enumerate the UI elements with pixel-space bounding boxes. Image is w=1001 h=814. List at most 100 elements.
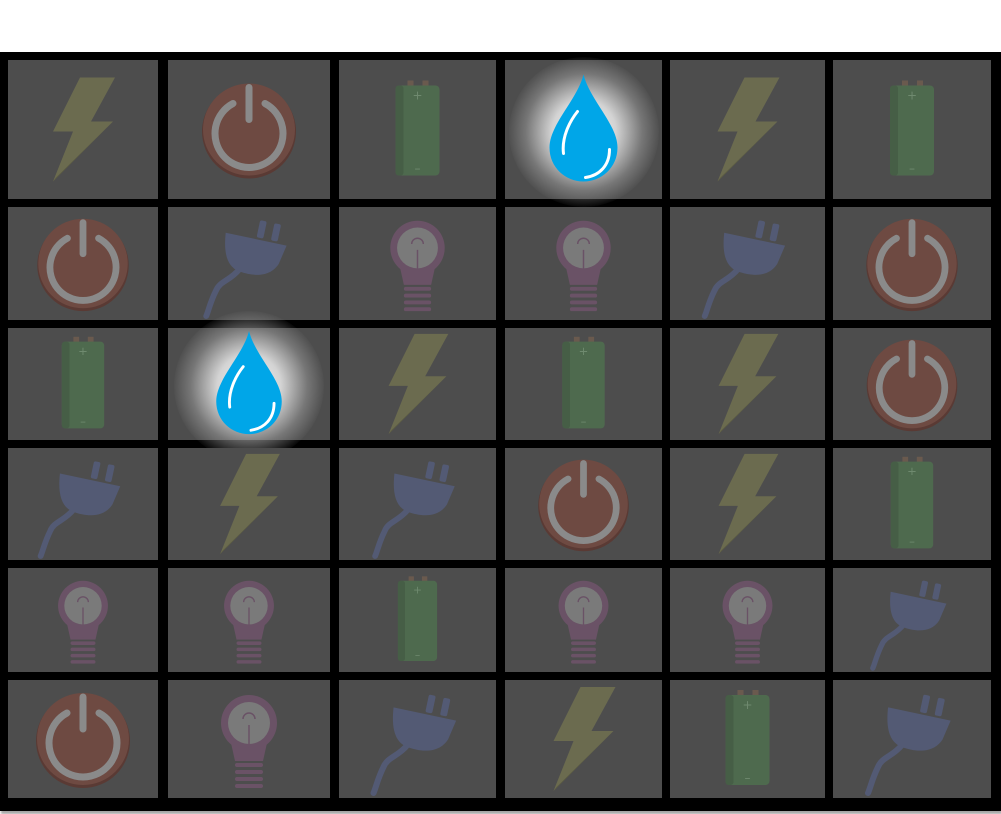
lightning-bolt-icon — [718, 333, 779, 435]
board-tile[interactable] — [670, 448, 825, 560]
lightning-bolt-icon — [388, 333, 449, 435]
board-tile[interactable] — [505, 207, 662, 320]
light-bulb-icon — [558, 580, 609, 664]
board-tile[interactable]: + – — [833, 448, 991, 560]
board-tile[interactable] — [339, 207, 496, 320]
battery-icon: +– — [725, 690, 770, 785]
board-tile[interactable] — [505, 448, 662, 560]
battery-icon: +– — [890, 456, 934, 548]
power-button-icon — [866, 339, 958, 432]
board-tile[interactable] — [8, 680, 158, 798]
plug-icon — [203, 220, 287, 319]
lightning-bolt-icon — [553, 687, 616, 791]
light-bulb-icon — [224, 580, 274, 664]
lightning-bolt-icon — [717, 77, 780, 182]
power-button-icon — [37, 218, 129, 312]
light-bulb-icon — [221, 695, 277, 788]
board-tile[interactable] — [8, 207, 158, 320]
svg-text:–: – — [415, 648, 420, 661]
power-button-icon — [202, 83, 296, 179]
plug-icon — [370, 694, 457, 796]
svg-text:–: – — [909, 162, 915, 176]
board-tile[interactable] — [505, 56, 662, 207]
plug-icon — [865, 694, 951, 796]
board-tile[interactable] — [505, 680, 662, 798]
lightning-bolt-icon — [717, 77, 780, 182]
board-tile[interactable] — [168, 680, 330, 798]
power-button-icon — [202, 83, 296, 179]
board-tile[interactable]: + – — [505, 328, 662, 440]
battery-icon: +– — [61, 336, 105, 428]
light-bulb-icon — [556, 220, 611, 312]
board-tile[interactable]: + – — [339, 568, 496, 672]
board-tile[interactable] — [8, 448, 158, 560]
board-tile[interactable]: + – — [670, 680, 825, 798]
plug-icon — [865, 694, 951, 796]
plug-icon — [870, 580, 947, 671]
svg-text:+: + — [742, 698, 752, 712]
plug-icon — [37, 461, 121, 559]
lightning-bolt-icon — [53, 77, 115, 182]
board-tile[interactable] — [339, 448, 496, 560]
board-tile[interactable] — [168, 448, 330, 560]
power-button-icon — [36, 693, 130, 788]
battery-icon: +– — [890, 80, 934, 176]
power-button-icon — [538, 459, 629, 552]
lightning-bolt-icon — [53, 77, 115, 182]
board-tile[interactable] — [339, 328, 496, 440]
board-tile[interactable]: + – — [339, 60, 496, 199]
board-tile[interactable] — [8, 568, 158, 672]
plug-icon — [370, 694, 457, 796]
board-tile[interactable] — [505, 568, 662, 672]
battery-icon: +– — [395, 80, 440, 176]
board-tile[interactable] — [168, 207, 330, 320]
plug-icon — [372, 461, 455, 559]
light-bulb-icon — [221, 695, 277, 788]
board-tile[interactable] — [168, 311, 330, 461]
board-tile[interactable] — [670, 328, 825, 440]
light-bulb-icon — [722, 580, 773, 664]
board-tile[interactable] — [8, 60, 158, 199]
light-bulb-icon — [390, 220, 445, 312]
board-tile[interactable] — [833, 568, 991, 672]
water-drop-icon — [216, 331, 282, 435]
battery-icon: +– — [61, 336, 105, 428]
lightning-bolt-icon — [220, 453, 280, 555]
board-tile[interactable] — [339, 680, 496, 798]
board-tile[interactable] — [833, 328, 991, 440]
lightning-bolt-icon — [553, 687, 616, 791]
lightning-bolt-icon — [718, 453, 779, 555]
light-bulb-icon — [224, 580, 274, 664]
plug-icon — [701, 220, 786, 319]
power-button-icon — [866, 218, 958, 312]
water-drop-icon — [549, 74, 618, 182]
lightning-bolt-icon — [388, 333, 449, 435]
battery-icon: +– — [562, 336, 605, 428]
svg-text:+: + — [78, 344, 88, 358]
board-tile[interactable]: + – — [833, 60, 991, 199]
svg-text:+: + — [413, 583, 422, 596]
power-button-icon — [866, 218, 958, 312]
svg-text:–: – — [745, 771, 751, 785]
board-tile[interactable] — [833, 680, 991, 798]
board-tile[interactable] — [670, 207, 825, 320]
battery-icon: +– — [562, 336, 605, 428]
plug-icon — [372, 461, 455, 559]
board-tile[interactable] — [168, 568, 330, 672]
power-button-icon — [37, 218, 129, 312]
board-tile[interactable] — [670, 568, 825, 672]
board-tile[interactable] — [168, 60, 330, 199]
power-button-icon — [538, 459, 629, 552]
plug-icon — [37, 461, 121, 559]
lightning-bolt-icon — [718, 453, 779, 555]
board-tile[interactable] — [833, 207, 991, 320]
board-tile[interactable]: + – — [8, 328, 158, 440]
board-tile[interactable] — [670, 60, 825, 199]
water-drop-icon — [216, 331, 282, 435]
svg-text:–: – — [909, 534, 915, 548]
game-board: + – + – + – + – + – + – + – — [0, 52, 1001, 811]
plug-icon — [203, 220, 287, 319]
battery-icon: +– — [890, 80, 934, 176]
light-bulb-icon — [558, 580, 609, 664]
svg-text:–: – — [80, 414, 86, 428]
